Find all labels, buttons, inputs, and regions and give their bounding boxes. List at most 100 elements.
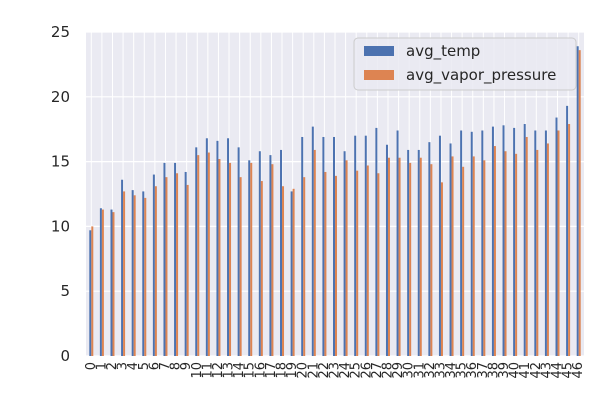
bar-avg_vapor_pressure-9 [186, 184, 189, 356]
x-tick-label: 45 [561, 362, 576, 379]
bar-avg_temp-25 [354, 135, 357, 356]
x-tick-label: 33 [433, 362, 448, 379]
legend-swatch-avg_vapor_pressure [364, 70, 394, 80]
bar-avg_temp-24 [343, 151, 346, 356]
x-tick-label: 15 [243, 362, 258, 379]
bar-avg_vapor_pressure-24 [345, 160, 348, 356]
bar-avg_vapor_pressure-17 [271, 164, 274, 356]
bar-avg_vapor_pressure-11 [207, 152, 210, 356]
x-tick-label: 11 [200, 362, 215, 379]
bar-avg_vapor_pressure-31 [419, 157, 422, 356]
bar-avg_vapor_pressure-19 [292, 188, 295, 356]
bar-avg_temp-37 [481, 130, 484, 356]
bar-avg_temp-27 [375, 127, 378, 357]
bar-avg_temp-1 [99, 208, 102, 356]
bar-avg_vapor_pressure-40 [515, 153, 518, 356]
bar-avg_temp-36 [470, 131, 473, 356]
bar-avg_vapor_pressure-29 [398, 157, 401, 356]
legend: avg_temp avg_vapor_pressure [353, 37, 577, 91]
bar-avg_vapor_pressure-14 [239, 177, 242, 356]
x-tick-label: 40 [508, 362, 523, 379]
legend-label-avg_temp: avg_temp [406, 42, 480, 61]
bar-avg_temp-40 [513, 127, 516, 357]
x-axis: 0123456789101112131415161718192021222324… [84, 362, 586, 379]
bar-avg_temp-7 [163, 162, 166, 356]
x-tick-label: 4 [126, 362, 141, 370]
x-tick-label: 24 [338, 362, 353, 379]
bar-avg_temp-42 [534, 130, 537, 356]
bar-avg_vapor_pressure-32 [430, 164, 433, 356]
bar-avg_temp-31 [417, 149, 420, 356]
bar-avg_vapor_pressure-4 [133, 195, 136, 356]
bar-avg_vapor_pressure-12 [218, 159, 221, 356]
x-tick-label: 26 [359, 362, 374, 379]
bar-avg_temp-11 [205, 138, 208, 356]
x-tick-label: 10 [190, 362, 205, 379]
bar-avg_temp-26 [364, 135, 367, 356]
y-tick-label: 10 [51, 217, 70, 235]
bar-avg_vapor_pressure-5 [144, 197, 147, 356]
legend-label-avg_vapor_pressure: avg_vapor_pressure [406, 66, 556, 85]
x-tick-label: 27 [370, 362, 385, 379]
x-tick-label: 39 [497, 362, 512, 379]
bar-avg_vapor_pressure-13 [229, 162, 232, 356]
x-tick-label: 20 [296, 362, 311, 379]
bar-avg_temp-18 [280, 149, 283, 356]
bar-avg_temp-28 [385, 144, 388, 356]
bar-avg_temp-34 [449, 143, 452, 356]
legend-swatch-avg_temp [364, 46, 394, 56]
bar-avg_temp-43 [544, 130, 547, 356]
bar-avg_temp-30 [407, 149, 410, 356]
x-tick-label: 38 [486, 362, 501, 379]
bar-avg_temp-12 [216, 140, 219, 356]
x-tick-label: 37 [476, 362, 491, 379]
bar-avg_temp-38 [491, 126, 494, 356]
x-tick-label: 6 [147, 362, 162, 370]
x-tick-label: 32 [423, 362, 438, 379]
bar-avg_temp-15 [248, 160, 251, 356]
bar-avg_temp-22 [322, 136, 325, 356]
bar-avg_temp-23 [333, 136, 335, 356]
bar-avg_temp-4 [131, 190, 134, 356]
bar-avg_temp-35 [460, 130, 463, 356]
bar-avg_temp-3 [121, 179, 124, 356]
y-tick-label: 15 [51, 153, 70, 171]
bar-avg_vapor_pressure-1 [101, 209, 104, 356]
bar-avg_temp-5 [142, 191, 145, 356]
bar-avg_vapor_pressure-25 [356, 170, 359, 356]
bar-avg_temp-13 [227, 138, 230, 356]
bar-avg_vapor_pressure-21 [313, 149, 316, 356]
bar-avg_vapor_pressure-16 [260, 181, 263, 356]
bar-avg_vapor_pressure-39 [504, 151, 507, 356]
bar-avg_vapor_pressure-45 [568, 124, 571, 357]
bar-avg_vapor_pressure-33 [440, 182, 443, 356]
x-tick-label: 5 [137, 362, 152, 370]
bar-avg_temp-21 [311, 126, 314, 356]
x-tick-label: 35 [455, 362, 470, 379]
x-tick-label: 19 [285, 362, 300, 379]
x-tick-label: 2 [105, 362, 120, 370]
bar-avg_vapor_pressure-42 [536, 149, 539, 356]
bar-avg_temp-46 [576, 46, 579, 356]
bar-avg_temp-44 [555, 117, 558, 356]
bar-avg_vapor_pressure-2 [112, 212, 115, 356]
x-tick-label: 21 [306, 362, 321, 379]
x-tick-label: 34 [444, 362, 459, 379]
x-tick-label: 22 [317, 362, 332, 379]
bar-avg_temp-17 [269, 155, 272, 356]
bar-avg_temp-8 [174, 162, 177, 356]
bar-avg_vapor_pressure-23 [335, 175, 337, 356]
y-tick-label: 25 [51, 23, 70, 41]
x-tick-label: 7 [158, 362, 173, 370]
bar-avg_vapor_pressure-44 [557, 130, 560, 356]
x-tick-label: 1 [94, 362, 109, 370]
x-tick-label: 3 [116, 362, 131, 370]
x-tick-label: 43 [539, 362, 554, 379]
bar-avg_temp-9 [184, 171, 187, 356]
bar-avg_vapor_pressure-46 [578, 50, 581, 356]
x-tick-label: 0 [84, 362, 99, 370]
x-tick-label: 29 [391, 362, 406, 379]
y-tick-label: 5 [60, 282, 70, 300]
bar-avg_vapor_pressure-18 [282, 186, 285, 356]
